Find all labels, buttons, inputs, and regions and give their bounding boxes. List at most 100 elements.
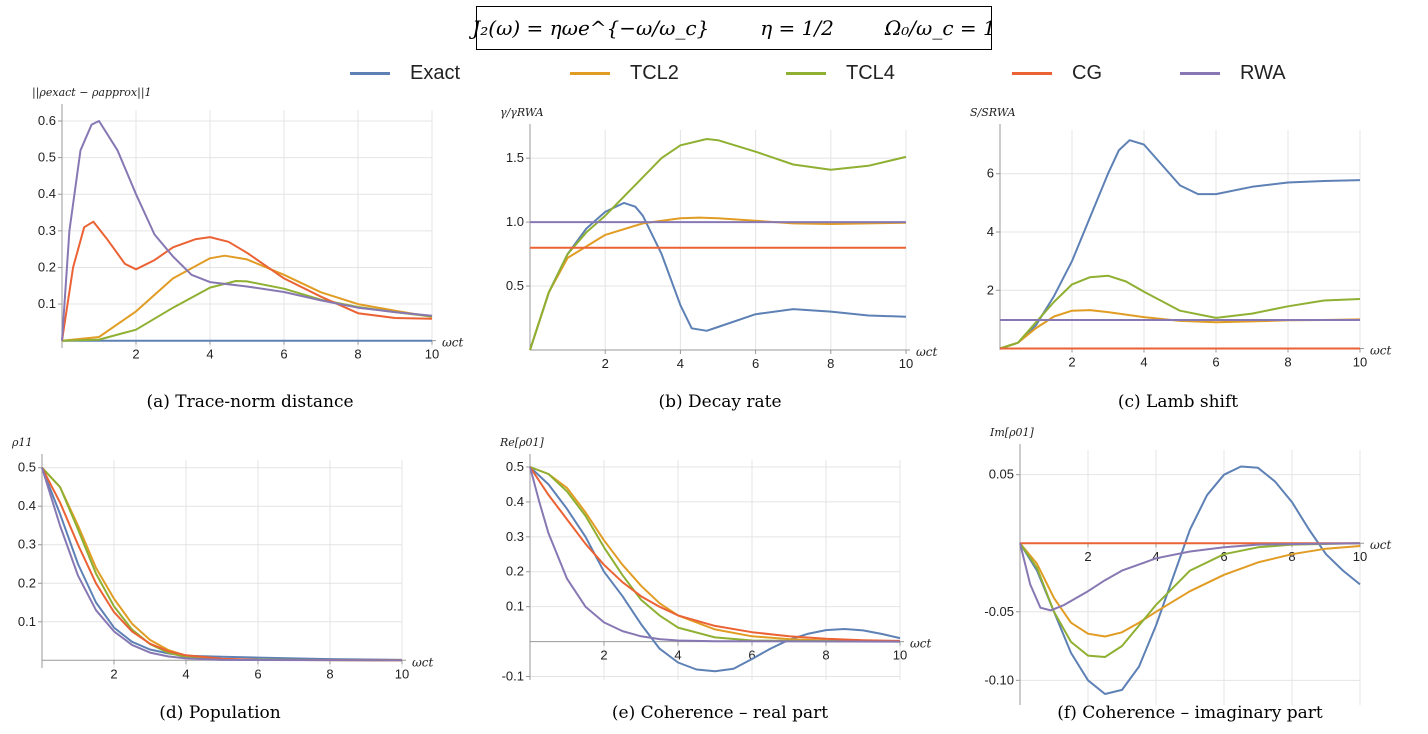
y-tick-label: 0.5 — [506, 459, 524, 474]
y-tick-label: 0.1 — [506, 599, 524, 614]
chart-f: 2 4 6 8 10 -0.10 -0.05 0.05 Im[ρ01] ωct (f) Cohere… — [984, 426, 1391, 723]
eta-text: η = 1/2 — [760, 16, 834, 40]
y-tick-label: 4 — [987, 224, 994, 239]
y-tick-label: 6 — [987, 166, 994, 181]
legend: Exact TCL2 TCL4 CG RWA — [0, 58, 1428, 92]
series-cg — [41, 467, 403, 662]
x-axis-label: ωct — [916, 345, 938, 359]
series-tcl2 — [61, 254, 433, 342]
x-tick-label: 4 — [182, 666, 189, 681]
x-tick-label: 8 — [1284, 355, 1291, 370]
y-axis-label: S/SRWA — [970, 106, 1016, 119]
x-tick-label: 2 — [1084, 549, 1091, 564]
series-tcl4 — [999, 274, 1361, 350]
series-cg — [529, 466, 901, 642]
legend-swatch-tcl4 — [786, 72, 826, 75]
y-tick-label: 0.1 — [38, 296, 56, 311]
x-tick-label: 2 — [110, 666, 117, 681]
x-tick-label: 4 — [1152, 549, 1159, 564]
y-tick-label: 0.05 — [989, 467, 1014, 482]
x-tick-label: 6 — [1220, 549, 1227, 564]
series-exact — [999, 139, 1361, 350]
y-tick-label: 0.4 — [506, 494, 524, 509]
y-axis-label: γ/γRWA — [500, 106, 544, 119]
x-tick-label: 4 — [677, 356, 684, 371]
x-tick-label: 10 — [899, 356, 913, 371]
x-axis-label: ωct — [1370, 344, 1392, 358]
legend-label-rwa: RWA — [1240, 62, 1286, 84]
y-tick-label: 0.6 — [38, 113, 56, 128]
x-tick-label: 10 — [1353, 355, 1367, 370]
x-tick-label: 4 — [674, 648, 681, 663]
series-exact — [41, 467, 403, 661]
legend-swatch-rwa — [1180, 72, 1220, 75]
chart-caption: (b) Decay rate — [658, 392, 781, 412]
legend-swatch-cg — [1012, 72, 1052, 75]
chart-e: 2 4 6 8 10 -0.1 0.1 0.2 0.3 0.4 0.5 Re[ρ01] ωct (e) C… — [499, 436, 932, 723]
y-tick-label: 0.2 — [506, 564, 524, 579]
y-tick-label: 0.5 — [506, 278, 524, 293]
x-tick-label: 10 — [1353, 549, 1367, 564]
x-axis-label: ωct — [412, 655, 434, 669]
series-tcl4 — [41, 467, 403, 662]
x-axis-label: ωct — [910, 637, 932, 651]
series-tcl2 — [999, 309, 1361, 350]
x-tick-label: 4 — [1140, 355, 1147, 370]
y-axis-label: Im[ρ01] — [989, 426, 1035, 439]
x-axis-label: ωct — [442, 336, 464, 350]
y-tick-label: 0.4 — [38, 186, 56, 201]
x-tick-label: 6 — [280, 347, 287, 362]
x-tick-label: 10 — [395, 666, 409, 681]
y-tick-label: -0.10 — [984, 672, 1014, 687]
y-tick-label: 1.0 — [506, 214, 524, 229]
series-cg — [61, 220, 433, 341]
legend-swatch-exact — [350, 72, 390, 75]
series-tcl2 — [529, 466, 901, 643]
omega-ratio-text: Ω₀/ω_c = 1 — [884, 16, 996, 40]
y-tick-label: -0.05 — [984, 604, 1014, 619]
legend-item-rwa: RWA — [1180, 62, 1286, 85]
y-tick-label: 0.5 — [18, 460, 36, 475]
chart-caption: (c) Lamb shift — [1118, 392, 1238, 412]
chart-d: 2 4 6 8 10 0.1 0.2 0.3 0.4 0.5 ρ11 ωct (d) Populatio… — [11, 436, 434, 723]
series-tcl2 — [41, 467, 403, 662]
legend-label-exact: Exact — [410, 62, 461, 84]
y-tick-label: 0.4 — [18, 498, 36, 513]
x-tick-label: 10 — [425, 347, 439, 362]
spectral-density-box: J₂(ω) = ηωe^{−ω/ω_c} η = 1/2 Ω₀/ω_c = 1 — [472, 6, 996, 50]
chart-caption: (f) Coherence – imaginary part — [1057, 703, 1323, 723]
series-exact — [1019, 465, 1361, 695]
legend-item-tcl2: TCL2 — [570, 62, 679, 85]
chart-caption: (a) Trace-norm distance — [146, 392, 353, 412]
chart-a: 2 4 6 8 10 0.1 0.2 0.3 0.4 0.5 0.6 ||ρexact − ρappr… — [32, 86, 464, 412]
x-tick-label: 8 — [1288, 549, 1295, 564]
y-tick-label: 0.3 — [18, 537, 36, 552]
x-tick-label: 2 — [1068, 355, 1075, 370]
series-tcl4 — [529, 138, 907, 351]
y-axis-label: ρ11 — [11, 436, 32, 449]
legend-label-tcl4: TCL4 — [846, 62, 895, 84]
y-tick-label: -0.1 — [502, 669, 524, 684]
y-tick-label: 0.2 — [38, 259, 56, 274]
series-rwa — [41, 467, 403, 662]
formula-text: J₂(ω) = ηωe^{−ω/ω_c} — [472, 16, 710, 40]
chart-caption: (e) Coherence – real part — [612, 703, 828, 723]
x-tick-label: 10 — [893, 648, 907, 663]
legend-swatch-tcl2 — [570, 72, 610, 75]
x-tick-label: 6 — [748, 648, 755, 663]
series-tcl2 — [529, 216, 907, 351]
x-tick-label: 8 — [827, 356, 834, 371]
x-tick-label: 6 — [254, 666, 261, 681]
series-tcl2 — [1019, 542, 1361, 638]
legend-label-cg: CG — [1072, 62, 1102, 84]
y-axis-label: Re[ρ01] — [499, 436, 545, 449]
legend-item-tcl4: TCL4 — [786, 62, 895, 85]
chart-caption: (d) Population — [159, 703, 280, 723]
x-tick-label: 8 — [354, 347, 361, 362]
y-tick-label: 0.1 — [18, 614, 36, 629]
series-rwa — [61, 120, 433, 341]
x-tick-label: 6 — [752, 356, 759, 371]
y-tick-label: 0.3 — [38, 223, 56, 238]
series-rwa — [1019, 542, 1361, 612]
y-tick-label: 0.3 — [506, 529, 524, 544]
